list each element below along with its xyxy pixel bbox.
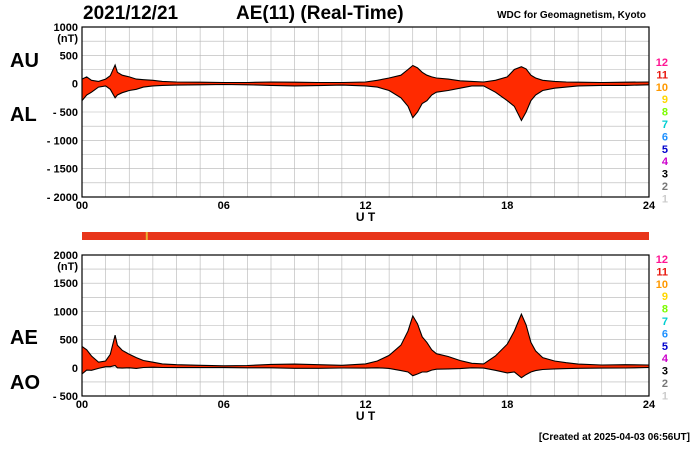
chart-date: 2021/12/21 (83, 3, 179, 24)
x-tick-label: 18 (501, 399, 513, 411)
y-tick-label: - 1500 (47, 164, 78, 176)
legend-entry: 7 (662, 119, 668, 131)
legend-entry: 6 (662, 131, 668, 143)
legend-entry: 3 (662, 366, 668, 378)
y-tick-label: 1000 (54, 22, 78, 34)
created-timestamp: [Created at 2025-04-03 06:56UT] (538, 432, 690, 443)
y-tick-label: - 1000 (47, 135, 78, 147)
station-status-bar (82, 232, 649, 240)
x-tick-label: 06 (218, 399, 230, 411)
series-line-au (81, 63, 650, 84)
legend-entry: 2 (662, 378, 668, 390)
y-tick-label: 500 (60, 50, 78, 62)
unit-label: (nT) (57, 261, 78, 273)
area-fill (82, 314, 649, 378)
plot-frame (81, 26, 650, 198)
legend-entry: 12 (656, 254, 668, 266)
x-axis-label: U T (356, 210, 376, 224)
legend-entry: 10 (656, 82, 668, 94)
series-line-ao (81, 364, 650, 379)
legend-entry: 8 (662, 107, 668, 119)
legend-entry: 11 (656, 266, 668, 278)
legend-entry: 5 (662, 341, 668, 353)
y-tick-label: 2000 (54, 250, 78, 262)
ae-label: AE (10, 327, 38, 349)
legend-entry: 9 (662, 291, 668, 303)
y-tick-label: - 500 (53, 107, 78, 119)
legend-entry: 4 (662, 353, 669, 365)
legend-entry: 1 (662, 193, 668, 205)
legend-entry: 7 (662, 316, 668, 328)
au-al-panel: 1000 500 0 - 500 - 1000 - 1500 - 2000 (nT) 00 06 1… (47, 22, 656, 224)
x-tick-label: 06 (218, 200, 230, 212)
y-tick-label: 500 (60, 335, 78, 347)
y-tick-label: 0 (72, 363, 78, 375)
legend-entry: 8 (662, 304, 668, 316)
chart-title: AE(11) (Real-Time) (236, 3, 404, 24)
plot-frame (81, 254, 650, 397)
y-tick-label: - 2000 (47, 192, 78, 204)
y-tick-label: 1500 (54, 278, 78, 290)
x-tick-label: 12 (359, 399, 371, 411)
ae-ao-panel: 2000 1500 1000 500 0 - 500 (nT) 00 06 12 18 24 U T (53, 250, 656, 423)
ao-label: AO (10, 372, 40, 394)
legend-entry: 12 (656, 57, 668, 69)
area-fill (82, 65, 649, 121)
al-label: AL (10, 104, 37, 126)
series-line-ae (81, 312, 650, 367)
legend-entry: 11 (656, 69, 668, 81)
y-tick-label: - 500 (53, 391, 78, 403)
legend-entry: 2 (662, 181, 668, 193)
y-tick-label: 1000 (54, 306, 78, 318)
x-tick-label: 18 (501, 200, 513, 212)
x-tick-label: 00 (76, 200, 88, 212)
x-axis-label: U T (356, 409, 376, 423)
organization-label: WDC for Geomagnetism, Kyoto (497, 10, 646, 21)
legend-entry: 3 (662, 169, 668, 181)
legend-entry: 5 (662, 144, 668, 156)
x-tick-label: 00 (76, 399, 88, 411)
x-tick-label: 24 (643, 399, 656, 411)
y-tick-label: 0 (72, 79, 78, 91)
x-tick-label: 12 (359, 200, 371, 212)
x-tick-label: 24 (643, 200, 656, 212)
au-label: AU (10, 50, 39, 72)
legend-entry: 1 (662, 390, 668, 402)
station-status-marker (145, 232, 148, 240)
series-line-al (81, 83, 650, 122)
legend-entry: 9 (662, 94, 668, 106)
legend-entry: 6 (662, 328, 668, 340)
legend-entry: 10 (656, 279, 668, 291)
legend-entry: 4 (662, 156, 669, 168)
unit-label: (nT) (57, 33, 78, 45)
